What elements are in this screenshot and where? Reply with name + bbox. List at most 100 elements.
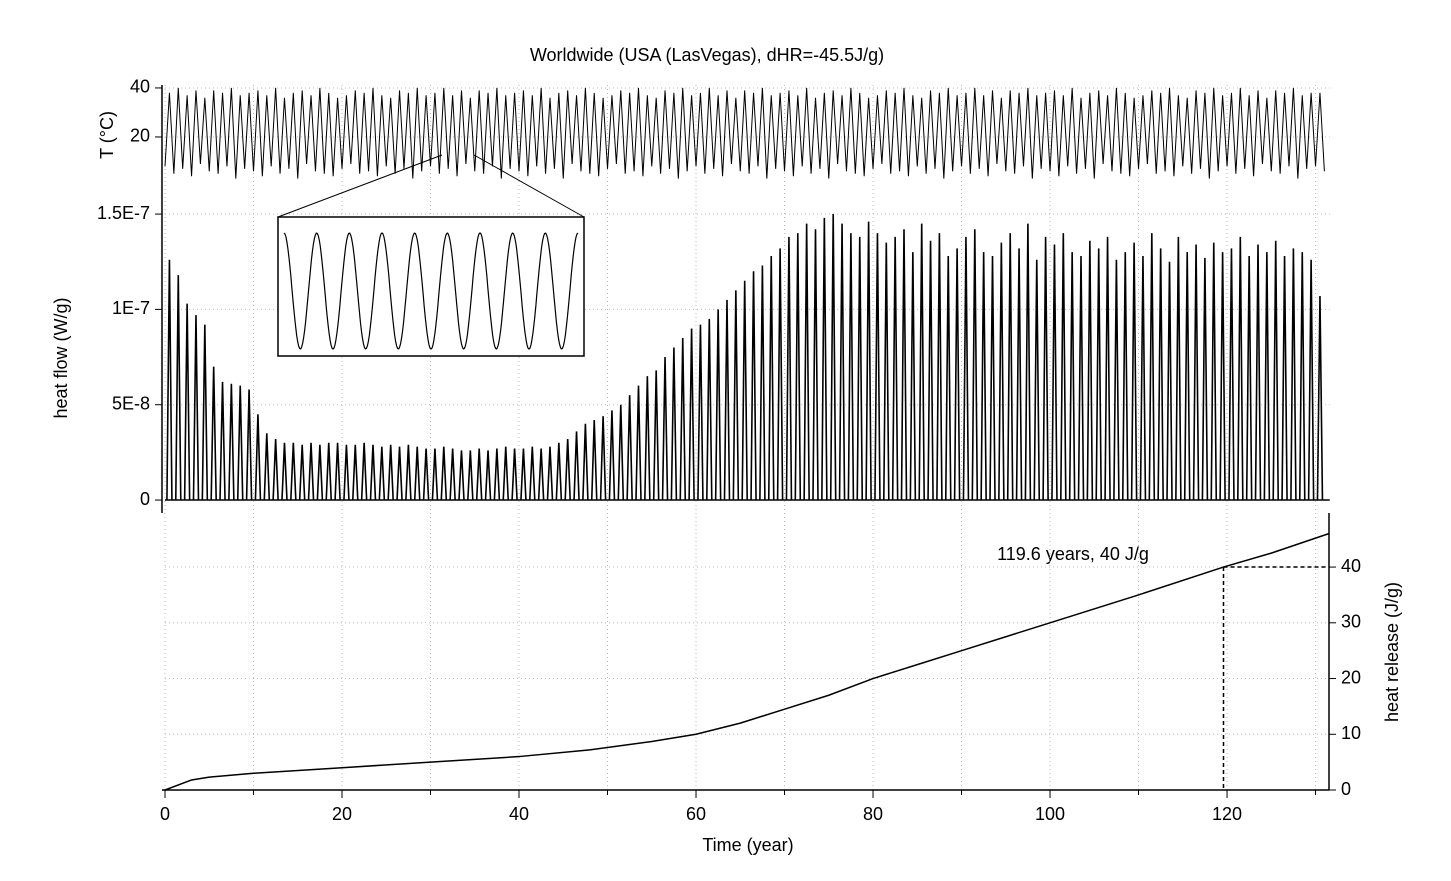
data-line	[164, 87, 1325, 179]
spike	[856, 236, 864, 501]
spike	[1192, 244, 1200, 501]
spike	[564, 438, 571, 501]
spike	[1298, 252, 1306, 501]
spike	[1060, 233, 1067, 501]
spike	[254, 414, 262, 501]
spike	[944, 255, 952, 501]
spike	[1051, 244, 1058, 501]
spike	[1113, 259, 1120, 501]
spike	[351, 444, 359, 501]
spike	[617, 404, 625, 501]
y-tick-label: 0	[140, 489, 150, 509]
annotation: 119.6 years, 40 J/g	[997, 544, 1149, 564]
spike	[166, 259, 173, 501]
spike	[1104, 236, 1111, 501]
spike	[661, 357, 669, 501]
zoom-connector	[277, 154, 443, 218]
spike	[467, 450, 474, 501]
spike	[998, 242, 1005, 501]
spike	[1281, 255, 1288, 501]
spike	[989, 255, 996, 501]
spike	[1245, 255, 1253, 501]
spike	[626, 395, 633, 501]
y-tick-label: 30	[1341, 612, 1361, 632]
spike	[865, 221, 872, 501]
spike	[281, 442, 288, 501]
spike	[405, 444, 412, 501]
spike	[1228, 248, 1235, 501]
spike	[1042, 236, 1049, 501]
spike	[953, 248, 961, 501]
spike	[688, 328, 695, 501]
spike	[971, 229, 979, 501]
spike	[360, 442, 368, 501]
y-axis-label: heat flow (W/g)	[51, 297, 71, 418]
x-tick-label: 0	[160, 804, 170, 824]
y-tick-label: 0	[1341, 779, 1351, 799]
y-tick-label: 20	[1341, 667, 1361, 687]
spike	[228, 383, 235, 501]
y-axis-label: heat release (J/g)	[1382, 582, 1402, 722]
spike	[440, 446, 448, 501]
spike	[635, 385, 642, 501]
zoom-connector	[473, 154, 585, 218]
y-axis-label: T (°C)	[97, 111, 117, 159]
spike	[537, 448, 545, 501]
spike	[369, 444, 377, 501]
spike	[378, 446, 386, 501]
x-tick-label: 100	[1035, 804, 1065, 824]
x-tick-label: 120	[1212, 804, 1242, 824]
spike	[697, 324, 704, 501]
spike	[1095, 248, 1103, 501]
y-tick-label: 40	[1341, 556, 1361, 576]
spike	[927, 240, 934, 501]
spike	[962, 236, 970, 501]
spike	[263, 433, 271, 501]
spike	[396, 446, 403, 501]
spike	[1263, 252, 1271, 501]
y-tick-label: 5E-8	[112, 393, 150, 413]
spike	[174, 275, 182, 501]
spike	[936, 233, 943, 501]
spike	[900, 229, 908, 501]
spike	[334, 442, 341, 501]
spike	[714, 309, 722, 501]
spike	[290, 442, 297, 501]
spike	[1166, 261, 1173, 501]
spike	[723, 299, 731, 501]
spike	[422, 448, 430, 501]
spike	[741, 280, 748, 501]
y-tick-label: 1E-7	[112, 298, 150, 318]
spike	[1157, 248, 1164, 501]
spike	[644, 376, 651, 501]
spike	[599, 416, 607, 501]
spike	[1183, 252, 1191, 501]
spike	[502, 446, 510, 501]
spike	[1077, 255, 1085, 501]
spike	[1175, 236, 1182, 501]
spike	[1254, 244, 1262, 501]
spike	[1237, 236, 1244, 501]
spike	[1130, 242, 1138, 501]
x-axis-label: Time (year)	[702, 835, 793, 855]
spike	[413, 446, 421, 501]
spike	[1201, 257, 1209, 501]
spike	[493, 448, 501, 501]
spike	[759, 265, 766, 501]
spike	[458, 450, 465, 501]
spike	[210, 366, 217, 501]
spike	[387, 444, 394, 501]
spike	[449, 448, 456, 501]
spike	[750, 271, 757, 501]
spike	[980, 252, 987, 501]
spike	[475, 448, 483, 501]
spike	[652, 370, 660, 501]
spike	[776, 248, 784, 501]
spike	[1033, 259, 1041, 501]
spike	[316, 444, 324, 501]
spike	[670, 347, 678, 501]
spike	[891, 236, 899, 501]
spike	[219, 381, 226, 501]
spike	[838, 223, 846, 501]
